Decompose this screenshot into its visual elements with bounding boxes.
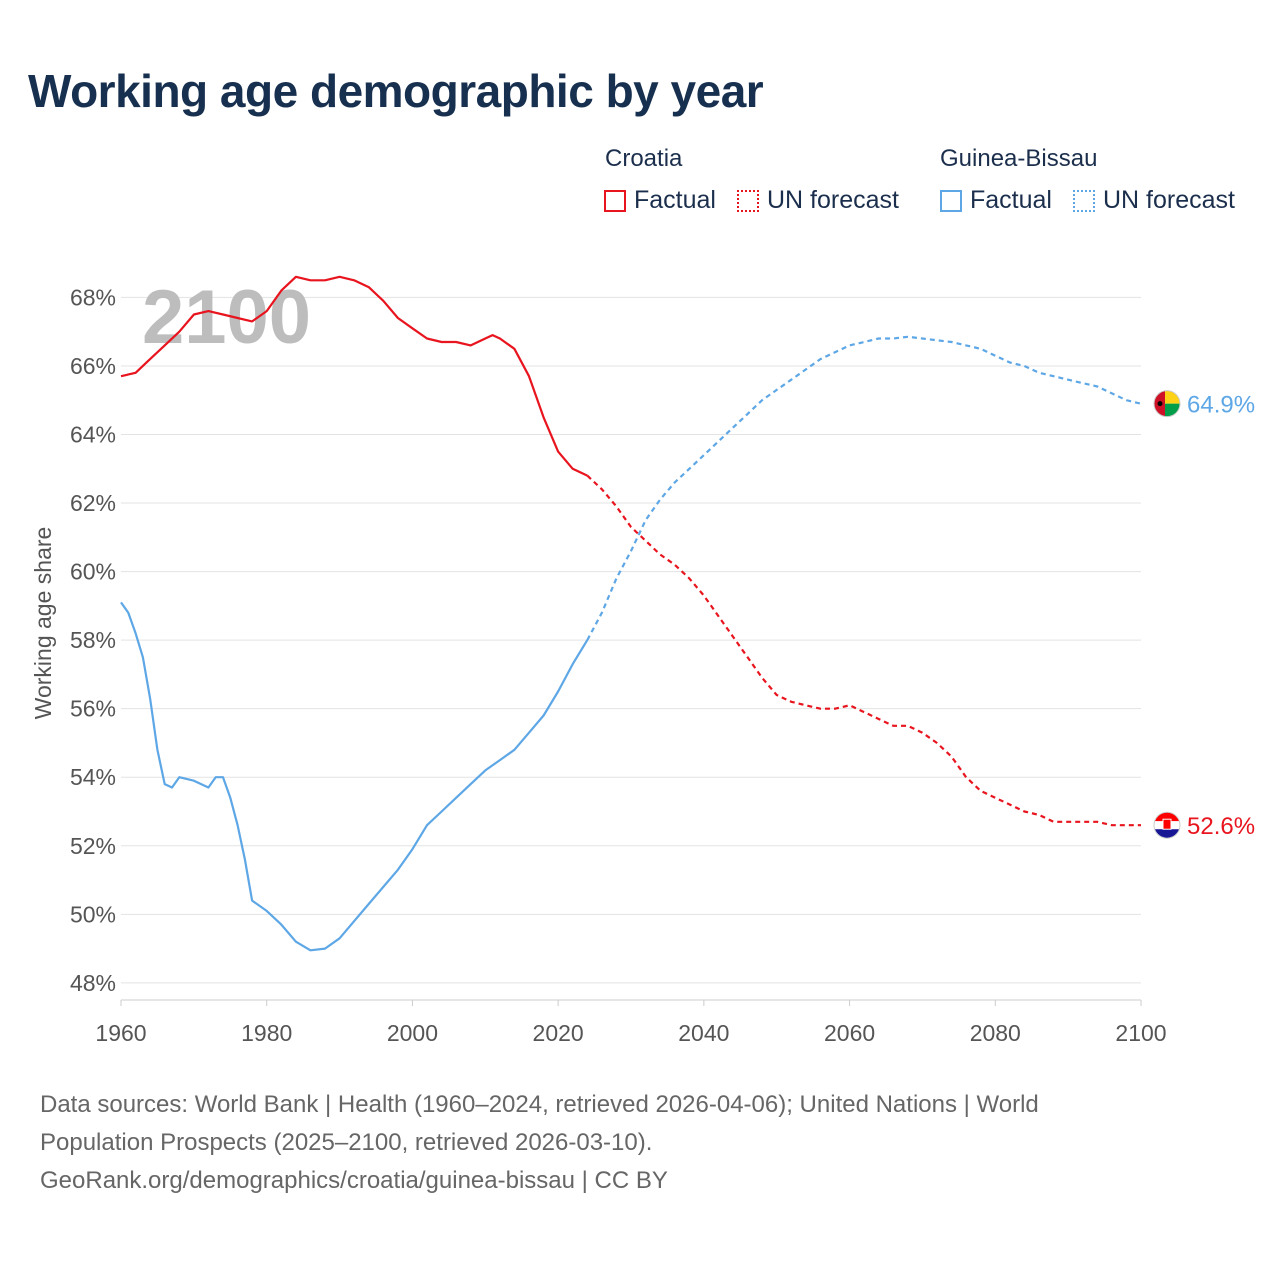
y-tick-label: 48% — [70, 970, 116, 996]
legend-swatch-croatia-factual — [604, 189, 626, 212]
footer-url[interactable]: GeoRank.org/demographics/croatia/guinea-… — [40, 1167, 668, 1194]
y-tick-label: 56% — [70, 696, 116, 722]
end-markers: 52.6% 64.9% — [1153, 390, 1255, 840]
x-tick-label: 2060 — [824, 1020, 875, 1046]
footer: Data sources: World Bank | Health (1960–… — [40, 1086, 1240, 1200]
flag-marker-guinea-bissau — [1153, 390, 1181, 418]
y-tick-label: 58% — [70, 627, 116, 653]
series-line-croatia-factual — [120, 275, 588, 477]
flag-outline — [1153, 390, 1181, 418]
y-tick-label: 54% — [70, 764, 116, 790]
flag-shield — [1162, 818, 1172, 830]
legend-group-croatia: Croatia — [605, 145, 683, 172]
y-tick-label: 68% — [70, 284, 116, 310]
axes: 48% 50% 52% 54% 56% 58% 60% 62% 64% 66% 68% 1960 198… — [30, 284, 1167, 1046]
series-line-guinea-bissau-factual — [120, 601, 589, 952]
y-axis-label: Working age share — [30, 527, 56, 720]
flag-star — [1157, 401, 1163, 407]
end-label-guinea-bissau: 64.9% — [1187, 392, 1255, 419]
y-tick-label: 60% — [70, 559, 116, 585]
legend-group-guinea-bissau: Guinea-Bissau — [940, 145, 1098, 172]
x-tick-label: 2080 — [970, 1020, 1021, 1046]
footer-sources-line2: Population Prospects (2025–2100, retriev… — [40, 1129, 653, 1156]
x-tick-label: 1980 — [241, 1020, 292, 1046]
y-tick-label: 50% — [70, 901, 116, 927]
legend-swatch-guinea-bissau-forecast — [1073, 189, 1095, 212]
series — [120, 275, 1142, 952]
line-chart: 48% 50% 52% 54% 56% 58% 60% 62% 64% 66% 68% 1960 198… — [30, 275, 1255, 1046]
legend-swatch-guinea-bissau-factual — [940, 189, 962, 212]
x-tick-label: 2100 — [1115, 1020, 1166, 1046]
legend-guinea-bissau-forecast[interactable]: UN forecast — [1073, 186, 1235, 215]
end-label-croatia: 52.6% — [1187, 813, 1255, 840]
flag-outline — [1153, 811, 1181, 839]
flag-stripe — [1154, 812, 1180, 822]
y-tick-label: 62% — [70, 490, 116, 516]
legend-croatia-forecast-label: UN forecast — [767, 186, 899, 214]
footer-sources-line1: Data sources: World Bank | Health (1960–… — [40, 1091, 1039, 1118]
legend-croatia-factual[interactable]: Factual — [604, 186, 716, 215]
y-tick-label: 66% — [70, 353, 116, 379]
flag-marker-croatia — [1153, 811, 1181, 839]
grid — [121, 296, 1141, 984]
x-tick-label: 2020 — [533, 1020, 584, 1046]
legend-croatia-factual-label: Factual — [634, 186, 716, 214]
series-line-guinea-bissau-forecast — [586, 335, 1142, 641]
x-tick-label: 1960 — [95, 1020, 146, 1046]
y-tick-label: 52% — [70, 833, 116, 859]
legend-swatch-croatia-forecast — [737, 189, 759, 212]
series-line-croatia-forecast — [586, 474, 1141, 827]
y-tick-label: 64% — [70, 422, 116, 448]
legend-guinea-bissau-factual-label: Factual — [970, 186, 1052, 214]
legend-guinea-bissau-factual[interactable]: Factual — [940, 186, 1052, 215]
legend-guinea-bissau-forecast-label: UN forecast — [1103, 186, 1235, 214]
x-tick-label: 2000 — [387, 1020, 438, 1046]
legend-croatia-forecast[interactable]: UN forecast — [737, 186, 899, 215]
x-tick-label: 2040 — [678, 1020, 729, 1046]
chart-title: Working age demographic by year — [28, 65, 764, 117]
flag-stripe — [1154, 829, 1180, 839]
